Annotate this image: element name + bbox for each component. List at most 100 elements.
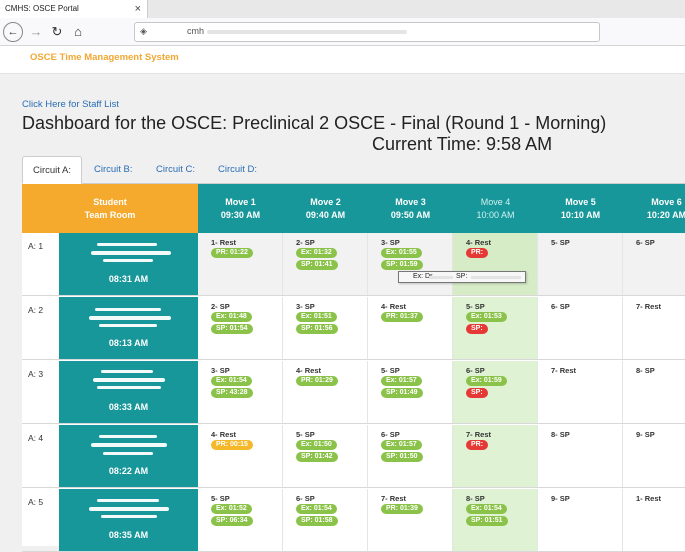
move-cell[interactable]: 4- Rest PR: 01:29 xyxy=(283,361,368,423)
status-badge[interactable]: SP: 01:41 xyxy=(296,260,338,270)
team-room-cell[interactable]: 08:13 AM xyxy=(59,297,198,359)
move-cell[interactable]: 6- SP xyxy=(538,297,623,359)
move-cell[interactable]: 8- SP xyxy=(623,361,685,423)
status-badge[interactable]: SP: 43:28 xyxy=(211,388,253,398)
move-cell[interactable]: 6- SP Ex: 01:54 SP: 01:58 xyxy=(283,489,368,551)
status-badge[interactable]: PR: 01:39 xyxy=(381,504,423,514)
status-badge[interactable]: PR: 01:22 xyxy=(211,248,253,258)
move-cell[interactable]: 1- Rest xyxy=(623,489,685,551)
move-cell[interactable]: 9- SP xyxy=(623,425,685,487)
close-icon[interactable]: × xyxy=(134,3,141,15)
move-cell[interactable]: 7- Rest xyxy=(623,297,685,359)
forward-arrow-icon[interactable]: → xyxy=(29,24,43,39)
tab-circuit-a[interactable]: Circuit A: xyxy=(22,156,83,184)
browser-tab[interactable]: CMHS: OSCE Portal × xyxy=(0,0,148,18)
move-cell[interactable]: 4- Rest PR: 00:15 xyxy=(198,425,283,487)
redacted-name xyxy=(429,276,453,279)
status-badge[interactable]: PR: 01:29 xyxy=(296,376,338,386)
move-cell[interactable]: 5- SP xyxy=(538,233,623,295)
move-cell[interactable]: 7- Rest xyxy=(538,361,623,423)
status-badge[interactable]: Ex: 01:32 xyxy=(296,248,337,258)
station-assignment: 1- Rest xyxy=(636,494,662,503)
station-label: A: 3 xyxy=(28,369,44,379)
status-badge[interactable]: Ex: 01:50 xyxy=(296,440,337,450)
move-cell[interactable]: 6- SP xyxy=(623,233,685,295)
reload-icon[interactable]: ↻ xyxy=(51,24,63,39)
team-room-cell[interactable]: 08:33 AM xyxy=(59,361,198,423)
back-arrow-icon[interactable]: ← xyxy=(3,22,23,42)
status-badge[interactable]: SP: 01:49 xyxy=(381,388,423,398)
move-cell[interactable]: 3- SP Ex: 01:54 SP: 43:28 xyxy=(198,361,283,423)
status-badge[interactable]: Ex: 01:54 xyxy=(211,376,252,386)
status-badge[interactable]: SP: xyxy=(466,324,488,334)
status-badge[interactable]: Ex: 01:53 xyxy=(466,312,507,322)
team-room-cell[interactable]: 08:35 AM xyxy=(59,489,198,551)
app-title[interactable]: OSCE Time Management System xyxy=(30,52,179,63)
station-assignment: 2- SP xyxy=(296,238,315,247)
status-badge[interactable]: Ex: 01:52 xyxy=(211,504,252,514)
team-room-cell[interactable]: 08:22 AM xyxy=(59,425,198,487)
status-badge[interactable]: SP: 01:50 xyxy=(381,452,423,462)
move-cell[interactable]: 5- SP Ex: 01:57 SP: 01:49 xyxy=(368,361,453,423)
status-badge[interactable]: SP: xyxy=(466,388,488,398)
redacted-name xyxy=(101,515,157,518)
redacted-name xyxy=(89,316,171,320)
status-badge[interactable]: SP: 01:56 xyxy=(296,324,338,334)
tab-circuit-b[interactable]: Circuit B: xyxy=(94,164,133,175)
address-bar[interactable]: ◈ cmh xyxy=(134,22,600,42)
move-cell[interactable]: 3- SP Ex: 01:55 SP: 01:59 xyxy=(368,233,453,295)
move-cell[interactable]: 9- SP xyxy=(538,489,623,551)
move-cell[interactable]: 8- SP xyxy=(538,425,623,487)
station-label: A: 1 xyxy=(28,241,44,251)
status-badge[interactable]: SP: 01:54 xyxy=(211,324,253,334)
status-badge[interactable]: PR: xyxy=(466,248,489,258)
room-time: 08:13 AM xyxy=(108,338,149,348)
status-badge[interactable]: PR: 00:15 xyxy=(211,440,253,450)
status-badge[interactable]: SP: 01:58 xyxy=(296,516,338,526)
move-cell[interactable]: 7- Rest PR: xyxy=(453,425,538,487)
tab-circuit-c[interactable]: Circuit C: xyxy=(156,164,196,175)
status-badge[interactable]: Ex: 01:57 xyxy=(381,440,422,450)
browser-navbar: ← → ↻ ⌂ ◈ cmh xyxy=(0,18,685,46)
move-label: Move 4 xyxy=(480,197,511,207)
move-cell[interactable]: 6- SP Ex: 01:59 SP: xyxy=(453,361,538,423)
home-icon[interactable]: ⌂ xyxy=(74,24,82,39)
move-cell[interactable]: 8- SP Ex: 01:54 SP: 01:51 xyxy=(453,489,538,551)
move-header-1: Move 1 09:30 AM xyxy=(198,184,283,233)
redacted-name xyxy=(97,386,161,389)
status-badge[interactable]: SP: 01:59 xyxy=(381,260,423,270)
status-badge[interactable]: Ex: 01:54 xyxy=(296,504,337,514)
status-badge[interactable]: SP: 06:34 xyxy=(211,516,253,526)
status-badge[interactable]: PR: 01:37 xyxy=(381,312,423,322)
move-cell[interactable]: 3- SP Ex: 01:51 SP: 01:56 xyxy=(283,297,368,359)
move-cell[interactable]: 5- SP Ex: 01:52 SP: 06:34 xyxy=(198,489,283,551)
browser-tab-title: CMHS: OSCE Portal xyxy=(5,4,79,13)
team-room-cell[interactable]: 08:31 AM xyxy=(59,233,198,295)
move-cell[interactable]: 4- Rest PR: 01:37 xyxy=(368,297,453,359)
tab-circuit-d[interactable]: Circuit D: xyxy=(218,164,258,175)
move-cell[interactable]: 4- Rest PR: xyxy=(453,233,538,295)
status-badge[interactable]: SP: 01:42 xyxy=(296,452,338,462)
schedule-grid: Student Team Room Move 1 09:30 AM Move 2 09… xyxy=(22,184,685,552)
status-badge[interactable]: Ex: 01:51 xyxy=(296,312,337,322)
move-cell[interactable]: 5- SP Ex: 01:50 SP: 01:42 xyxy=(283,425,368,487)
station-assignment: 8- SP xyxy=(636,366,655,375)
status-badge[interactable]: SP: 01:51 xyxy=(466,516,508,526)
status-badge[interactable]: Ex: 01:59 xyxy=(466,376,507,386)
move-cell[interactable]: 2- SP Ex: 01:48 SP: 01:54 xyxy=(198,297,283,359)
station-assignment: 4- Rest xyxy=(381,302,407,311)
status-badge[interactable]: PR: xyxy=(466,440,489,450)
move-cell[interactable]: 5- SP Ex: 01:53 SP: xyxy=(453,297,538,359)
move-cell[interactable]: 1- Rest PR: 01:22 xyxy=(198,233,283,295)
move-cell[interactable]: 2- SP Ex: 01:32 SP: 01:41 xyxy=(283,233,368,295)
status-badge[interactable]: Ex: 01:55 xyxy=(381,248,422,258)
station-assignment: 4- Rest xyxy=(211,430,237,439)
status-badge[interactable]: Ex: 01:57 xyxy=(381,376,422,386)
staff-list-link[interactable]: Click Here for Staff List xyxy=(22,99,119,110)
move-time: 09:30 AM xyxy=(220,210,261,220)
move-cell[interactable]: 6- SP Ex: 01:57 SP: 01:50 xyxy=(368,425,453,487)
redacted-name xyxy=(101,370,153,373)
move-cell[interactable]: 7- Rest PR: 01:39 xyxy=(368,489,453,551)
status-badge[interactable]: Ex: 01:54 xyxy=(466,504,507,514)
status-badge[interactable]: Ex: 01:48 xyxy=(211,312,252,322)
